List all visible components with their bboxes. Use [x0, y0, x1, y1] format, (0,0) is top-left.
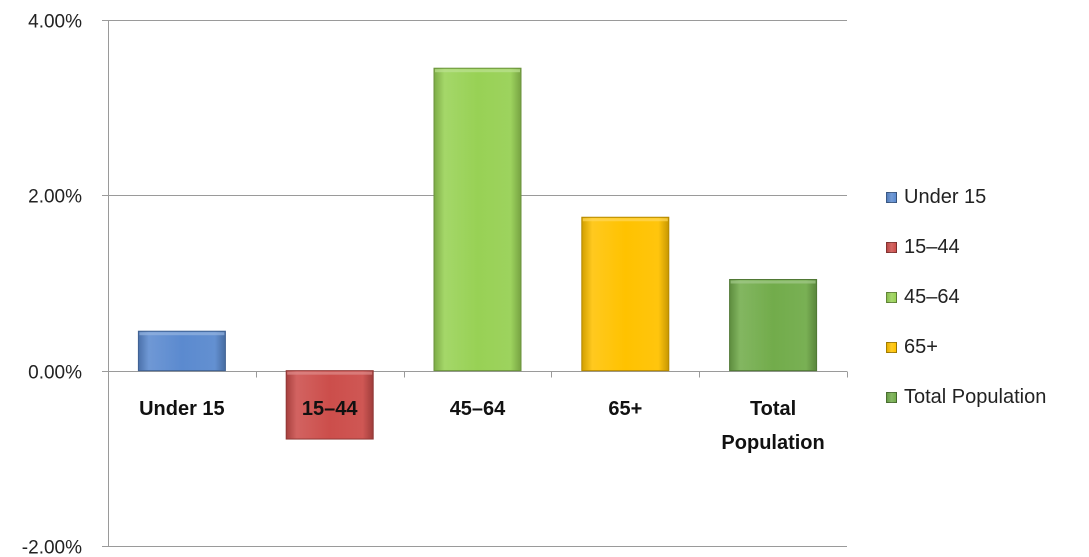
- legend-swatch: [886, 391, 897, 403]
- legend-item: 45–64: [886, 272, 1046, 322]
- y-tick-label: 0.00%: [28, 363, 82, 384]
- bar-highlight: [582, 218, 668, 222]
- legend-label: 45–64: [904, 285, 960, 308]
- bar: [433, 67, 522, 372]
- x-tick-label: Total Population: [721, 398, 824, 454]
- y-tick-label: -2.00%: [22, 538, 82, 557]
- labels: -2.00% 0.00% 2.00% 4.00% Under 15 15–44 45–64 6…: [22, 12, 825, 557]
- x-tick-label-line: 45–64: [450, 398, 506, 420]
- x-tick-label: Under 15: [139, 398, 225, 420]
- axes: [102, 20, 848, 547]
- legend-swatch: [886, 241, 897, 253]
- x-tick-label: 65+: [608, 398, 642, 420]
- legend-item: 15–44: [886, 222, 1046, 272]
- legend-item: 65+: [886, 322, 1046, 372]
- bar-highlight: [287, 371, 373, 375]
- y-tick-label: 2.00%: [28, 187, 82, 208]
- legend-label: 15–44: [904, 235, 960, 258]
- legend-label: 65+: [904, 335, 938, 358]
- legend: Under 15 15–44 45–64 65+ Total Population: [886, 172, 1046, 422]
- x-tick-label-line: 65+: [608, 398, 642, 420]
- legend-item: Under 15: [886, 172, 1046, 222]
- bar-highlight: [435, 69, 520, 73]
- legend-item: Total Population: [886, 372, 1046, 422]
- bar-highlight: [139, 332, 225, 336]
- legend-label: Total Population: [904, 385, 1047, 408]
- legend-swatch: [886, 191, 897, 203]
- x-tick-label-line: Under 15: [139, 398, 225, 420]
- bar: [137, 330, 226, 372]
- bar: [285, 370, 374, 440]
- bar-highlight: [730, 280, 816, 284]
- legend-label: Under 15: [904, 185, 987, 208]
- bars: [137, 67, 818, 440]
- x-tick-label-line: 15–44: [302, 398, 358, 420]
- y-tick-label: 4.00%: [28, 12, 82, 33]
- legend-swatch: [886, 341, 897, 353]
- x-tick-label-line: Population: [721, 432, 824, 454]
- x-tick-label: 45–64: [450, 398, 506, 420]
- legend-swatch: [886, 291, 897, 303]
- x-tick-label-line: Total: [750, 398, 796, 420]
- x-tick-label: 15–44: [302, 398, 358, 420]
- bar: [581, 216, 670, 372]
- bar: [729, 278, 818, 372]
